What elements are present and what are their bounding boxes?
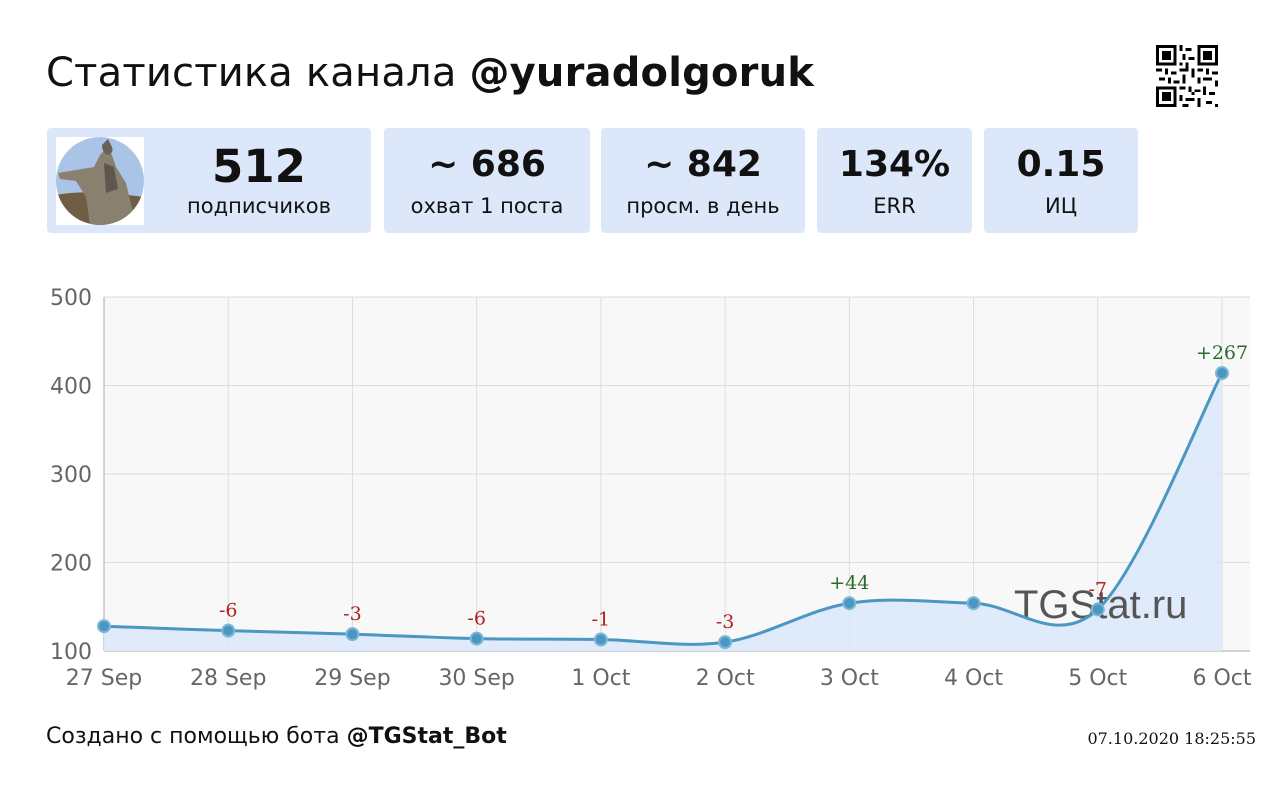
data-label: -6: [467, 608, 486, 630]
x-tick-label: 4 Oct: [944, 666, 1003, 691]
y-tick-label: 400: [50, 375, 92, 400]
x-tick-label: 30 Sep: [438, 666, 514, 691]
data-point: [966, 596, 981, 611]
x-tick-label: 27 Sep: [66, 666, 142, 691]
subscribers-chart: 100 200 300 400 500 27 Sep 28 Sep 29 Sep 30 Sep 1…: [50, 286, 1252, 691]
x-tick-label: 6 Oct: [1192, 666, 1251, 691]
data-point: [1090, 602, 1105, 617]
data-label: -3: [343, 603, 362, 625]
footer-prefix: Создано с помощью бота: [46, 724, 347, 749]
data-label: -3: [716, 611, 735, 633]
subscribers-card: 512 подписчиков: [47, 128, 371, 233]
data-label: +267: [1196, 342, 1248, 364]
y-tick-label: 500: [50, 286, 92, 311]
err-value: 134%: [838, 144, 951, 185]
subscribers-label: подписчиков: [187, 194, 331, 218]
data-label: +44: [829, 572, 869, 594]
channel-handle: @yuradolgoruk: [469, 50, 815, 96]
x-tick-label: 29 Sep: [314, 666, 390, 691]
series-line: [103, 372, 1224, 646]
data-point: [469, 631, 484, 646]
reach-card: ~ 686 охват 1 поста: [384, 128, 590, 233]
y-tick-label: 300: [50, 463, 92, 488]
daily-views-label: просм. в день: [626, 194, 780, 218]
reach-label: охват 1 поста: [410, 194, 564, 218]
y-tick-label: 200: [50, 552, 92, 577]
data-point: [97, 619, 111, 634]
data-point: [345, 627, 360, 642]
page-title: Статистика канала @yuradolgoruk: [46, 50, 814, 96]
x-tick-label: 3 Oct: [820, 666, 879, 691]
y-tick-label: 100: [50, 640, 92, 665]
title-prefix: Статистика канала: [46, 50, 470, 96]
data-label: -1: [592, 608, 611, 630]
ci-value: 0.15: [1016, 144, 1106, 185]
channel-avatar: [56, 137, 144, 225]
data-point: [593, 632, 608, 647]
err-card: 134% ERR: [817, 128, 972, 233]
err-label: ERR: [873, 194, 916, 218]
subscribers-value: 512: [212, 140, 306, 193]
footer-timestamp: 07.10.2020 18:25:55: [1087, 729, 1256, 748]
qr-code-icon: [1156, 45, 1218, 107]
data-point: [221, 623, 236, 638]
data-point: [842, 596, 857, 611]
data-label: -6: [219, 600, 238, 622]
x-tick-label: 2 Oct: [696, 666, 755, 691]
data-point: [718, 635, 733, 650]
footer-credit: Создано с помощью бота @TGStat_Bot: [46, 724, 507, 749]
footer-bot-link[interactable]: @TGStat_Bot: [346, 724, 507, 749]
daily-views-card: ~ 842 просм. в день: [601, 128, 805, 233]
x-tick-label: 5 Oct: [1068, 666, 1127, 691]
ci-card: 0.15 ИЦ: [984, 128, 1138, 233]
x-tick-label: 28 Sep: [190, 666, 266, 691]
subscribers-stat: 512 подписчиков: [147, 128, 371, 233]
area-fill: [104, 373, 1222, 651]
data-label: -7: [1089, 578, 1108, 600]
reach-value: ~ 686: [428, 144, 546, 185]
ci-label: ИЦ: [1044, 194, 1077, 218]
data-point: [1215, 366, 1229, 381]
daily-views-value: ~ 842: [644, 144, 762, 185]
x-tick-label: 1 Oct: [571, 666, 630, 691]
